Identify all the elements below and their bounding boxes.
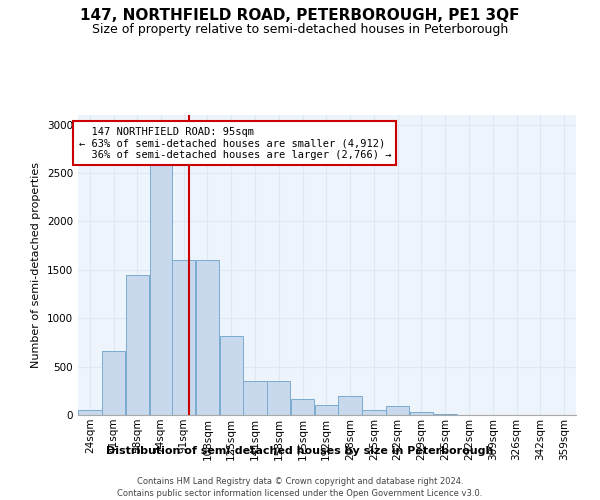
- Bar: [149, 124, 172, 415]
- Text: Contains HM Land Registry data © Crown copyright and database right 2024.: Contains HM Land Registry data © Crown c…: [137, 478, 463, 486]
- Y-axis label: Number of semi-detached properties: Number of semi-detached properties: [31, 162, 41, 368]
- Bar: [291, 399, 314, 415]
- Text: 147 NORTHFIELD ROAD: 95sqm
← 63% of semi-detached houses are smaller (4,912)
  3: 147 NORTHFIELD ROAD: 95sqm ← 63% of semi…: [79, 126, 391, 160]
- Bar: [386, 406, 409, 415]
- Bar: [78, 410, 101, 415]
- Bar: [267, 381, 290, 415]
- Bar: [196, 260, 219, 415]
- Bar: [362, 410, 386, 415]
- Text: Size of property relative to semi-detached houses in Peterborough: Size of property relative to semi-detach…: [92, 22, 508, 36]
- Bar: [172, 260, 195, 415]
- Bar: [220, 336, 243, 415]
- Bar: [434, 414, 457, 415]
- Bar: [102, 351, 125, 415]
- Bar: [410, 412, 433, 415]
- Bar: [244, 381, 266, 415]
- Text: Distribution of semi-detached houses by size in Peterborough: Distribution of semi-detached houses by …: [106, 446, 494, 456]
- Bar: [338, 396, 362, 415]
- Text: 147, NORTHFIELD ROAD, PETERBOROUGH, PE1 3QF: 147, NORTHFIELD ROAD, PETERBOROUGH, PE1 …: [80, 8, 520, 22]
- Text: Contains public sector information licensed under the Open Government Licence v3: Contains public sector information licen…: [118, 489, 482, 498]
- Bar: [126, 274, 149, 415]
- Bar: [314, 406, 338, 415]
